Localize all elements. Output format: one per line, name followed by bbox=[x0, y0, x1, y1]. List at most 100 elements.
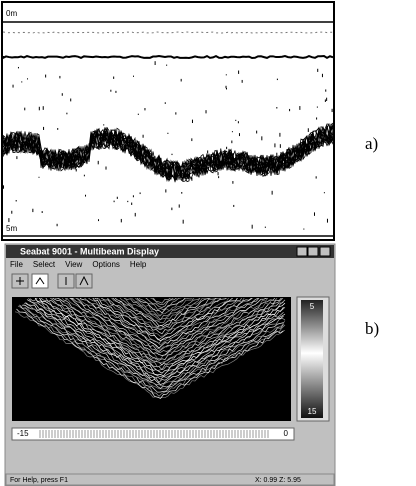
speckle bbox=[71, 167, 72, 170]
depth-top-label: 0m bbox=[6, 9, 17, 18]
speckle bbox=[131, 203, 132, 205]
speckle bbox=[218, 172, 219, 175]
speckle bbox=[206, 110, 207, 113]
speckle bbox=[252, 225, 253, 229]
speckle bbox=[238, 121, 239, 123]
speckle bbox=[133, 195, 134, 197]
speckle bbox=[8, 218, 9, 222]
speckle bbox=[324, 192, 325, 193]
speckle bbox=[231, 141, 232, 144]
speckle bbox=[233, 205, 234, 207]
window-title: Seabat 9001 - Multibeam Display bbox=[20, 246, 159, 256]
maximize-button[interactable] bbox=[308, 247, 318, 256]
speckle bbox=[276, 153, 277, 156]
menu-item[interactable]: Help bbox=[130, 260, 147, 269]
speckle bbox=[32, 209, 33, 212]
slider[interactable] bbox=[12, 428, 294, 440]
speckle bbox=[183, 220, 184, 224]
menu-item[interactable]: Options bbox=[92, 260, 120, 269]
speckle bbox=[226, 74, 227, 75]
speckle bbox=[181, 79, 182, 82]
speckle bbox=[316, 117, 317, 119]
speckle bbox=[111, 132, 112, 135]
speckle bbox=[326, 98, 327, 101]
speckle bbox=[16, 156, 17, 159]
speckle bbox=[226, 86, 227, 88]
speckle bbox=[317, 69, 318, 72]
speckle bbox=[289, 109, 290, 111]
speckle bbox=[18, 67, 19, 68]
speckle bbox=[165, 102, 166, 104]
status-left: For Help, press F1 bbox=[10, 477, 68, 484]
speckle bbox=[317, 107, 318, 108]
status-right: X: 0.99 Z: 5.95 bbox=[255, 477, 301, 484]
speckle bbox=[181, 192, 182, 194]
window-controls[interactable] bbox=[297, 247, 330, 256]
close-button[interactable] bbox=[320, 247, 330, 256]
speckle bbox=[45, 75, 46, 78]
menu-item[interactable]: Select bbox=[33, 260, 56, 269]
panel-label: b) bbox=[365, 319, 379, 338]
speckle bbox=[110, 90, 111, 92]
menu-item[interactable]: View bbox=[65, 260, 82, 269]
speckle bbox=[27, 78, 28, 79]
speckle bbox=[121, 219, 122, 222]
speckle bbox=[218, 176, 219, 178]
speckle bbox=[175, 112, 176, 114]
speckle bbox=[57, 224, 58, 226]
speckle bbox=[277, 79, 278, 80]
speckle bbox=[171, 154, 172, 155]
speckle bbox=[232, 181, 233, 184]
speckle bbox=[155, 61, 156, 65]
speckle bbox=[279, 133, 280, 137]
speckle bbox=[299, 106, 300, 110]
speckle bbox=[308, 128, 309, 132]
colorbar bbox=[301, 300, 323, 418]
speckle bbox=[70, 99, 71, 102]
speckle bbox=[325, 89, 326, 91]
speckle bbox=[332, 109, 333, 112]
speckle bbox=[135, 213, 136, 217]
speckle bbox=[265, 157, 266, 158]
colorbar-top-label: 5 bbox=[310, 302, 315, 311]
slider-left-label: -15 bbox=[17, 429, 29, 438]
speckle bbox=[59, 76, 60, 78]
speckle bbox=[34, 150, 35, 153]
speckle bbox=[252, 161, 253, 165]
speckle bbox=[21, 81, 22, 82]
speckle bbox=[280, 144, 281, 148]
speckle bbox=[191, 138, 192, 141]
speckle bbox=[261, 136, 262, 140]
speckle bbox=[24, 108, 25, 111]
speckle bbox=[143, 135, 144, 138]
tool-button[interactable] bbox=[32, 274, 48, 288]
speckle bbox=[114, 201, 115, 203]
menu-item[interactable]: File bbox=[10, 260, 23, 269]
speckle bbox=[325, 99, 326, 101]
speckle bbox=[322, 74, 323, 77]
speckle bbox=[131, 144, 132, 148]
speckle bbox=[98, 161, 99, 164]
speckle bbox=[43, 127, 44, 130]
panel-a: 0m 5m a) bbox=[2, 2, 378, 240]
speckle bbox=[85, 195, 86, 197]
speckle bbox=[316, 176, 317, 178]
echogram-frame bbox=[2, 2, 334, 240]
speckle bbox=[165, 189, 166, 192]
speckle bbox=[3, 185, 4, 188]
speckle bbox=[117, 197, 118, 199]
speckle bbox=[13, 85, 14, 88]
minimize-button[interactable] bbox=[297, 247, 307, 256]
speckle bbox=[167, 133, 168, 134]
speckle bbox=[127, 201, 128, 202]
speckle bbox=[226, 151, 227, 152]
speckle bbox=[268, 168, 269, 171]
window: Seabat 9001 - Multibeam Display File Sele… bbox=[5, 233, 379, 486]
speckle bbox=[192, 120, 193, 123]
speckle bbox=[171, 208, 172, 211]
slider-right-label: 0 bbox=[284, 429, 289, 438]
speckle bbox=[166, 65, 167, 66]
speckle bbox=[226, 147, 227, 149]
speckle bbox=[220, 166, 221, 169]
speckle bbox=[226, 88, 227, 90]
